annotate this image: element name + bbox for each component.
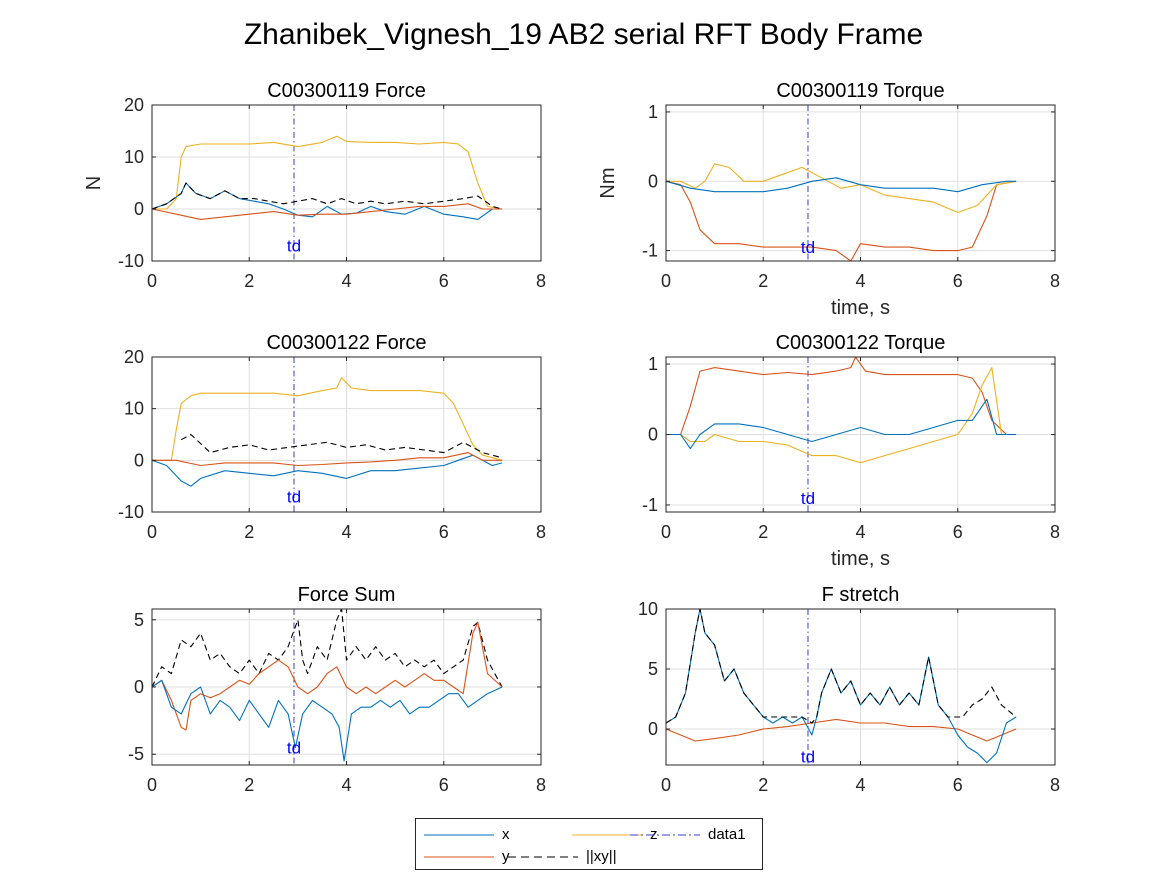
y-tick-label: 0 xyxy=(134,677,144,697)
x-tick-label: 0 xyxy=(661,522,671,542)
x-tick-label: 2 xyxy=(758,271,768,291)
y-tick-label: 20 xyxy=(124,95,144,115)
y-tick-label: 0 xyxy=(134,199,144,219)
x-tick-label: 2 xyxy=(758,775,768,795)
chart-title: C00300119 Torque xyxy=(776,80,944,102)
y-tick-label: -10 xyxy=(118,502,144,522)
series-line-x xyxy=(152,182,503,220)
x-tick-label: 2 xyxy=(244,271,254,291)
x-tick-label: 4 xyxy=(341,775,351,795)
x-axis-label: time, s xyxy=(831,297,890,319)
y-tick-label: 20 xyxy=(124,347,144,367)
legend-label-y: y xyxy=(502,848,510,865)
series-line-x xyxy=(666,398,1017,450)
legend-label-xy: ||xy|| xyxy=(586,848,617,865)
series-line-xy xyxy=(666,609,1017,724)
x-tick-label: 8 xyxy=(1050,522,1060,542)
series-line-xy xyxy=(152,182,503,210)
y-tick-label: 1 xyxy=(648,102,658,122)
x-tick-label: 4 xyxy=(341,522,351,542)
td-label: td xyxy=(287,236,301,255)
x-tick-label: 2 xyxy=(244,775,254,795)
chart-title: Force Sum xyxy=(298,584,396,606)
chart-title: C00300119 Force xyxy=(267,80,426,102)
y-tick-label: 0 xyxy=(134,450,144,470)
y-tick-label: 10 xyxy=(638,599,658,619)
x-tick-label: 0 xyxy=(661,775,671,795)
td-label: td xyxy=(801,238,815,257)
legend-label-x: x xyxy=(502,826,510,843)
y-tick-label: -5 xyxy=(128,744,144,764)
series-line-z xyxy=(152,377,503,461)
x-tick-label: 8 xyxy=(536,775,546,795)
td-label: td xyxy=(801,489,815,508)
x-tick-label: 0 xyxy=(147,775,157,795)
series-line-xy xyxy=(180,433,503,459)
y-tick-label: 0 xyxy=(648,719,658,739)
y-tick-label: -10 xyxy=(118,251,144,271)
series-line-x xyxy=(152,679,503,762)
y-tick-label: 0 xyxy=(648,171,658,191)
x-tick-label: 2 xyxy=(758,522,768,542)
y-tick-label: -1 xyxy=(642,241,658,261)
series-line-z xyxy=(666,367,1017,464)
legend-label-data1: data1 xyxy=(708,826,746,843)
series-line-y xyxy=(666,718,1017,742)
x-tick-label: 4 xyxy=(855,522,865,542)
series-line-y xyxy=(666,180,1017,261)
x-tick-label: 4 xyxy=(341,271,351,291)
figure-title: Zhanibek_Vignesh_19 AB2 serial RFT Body … xyxy=(243,18,924,51)
x-tick-label: 6 xyxy=(439,271,449,291)
x-tick-label: 4 xyxy=(855,775,865,795)
y-axis-label: N xyxy=(83,176,105,190)
series-line-y xyxy=(152,452,503,467)
x-tick-label: 8 xyxy=(536,522,546,542)
series-line-z xyxy=(666,163,1017,214)
td-label: td xyxy=(801,748,815,767)
series-line-y xyxy=(152,203,503,220)
x-tick-label: 4 xyxy=(855,271,865,291)
x-axis-label: time, s xyxy=(831,548,890,570)
legend: x z data1 y ||xy|| xyxy=(415,818,763,870)
x-tick-label: 6 xyxy=(953,522,963,542)
x-tick-label: 6 xyxy=(953,775,963,795)
series-line-xy xyxy=(152,609,503,688)
chart-title: C00300122 Force xyxy=(266,332,426,354)
x-tick-label: 6 xyxy=(953,271,963,291)
chart-panel-6: td 0 2 4 6 8 0 5 10 F stretch xyxy=(638,584,1060,795)
chart-title: C00300122 Torque xyxy=(776,332,946,354)
x-tick-label: 0 xyxy=(661,271,671,291)
y-axis-label: Nm xyxy=(597,167,619,198)
x-tick-label: 6 xyxy=(439,775,449,795)
series-line-x xyxy=(152,454,503,487)
y-tick-label: -1 xyxy=(642,495,658,515)
td-label: td xyxy=(287,739,301,758)
y-tick-label: 10 xyxy=(124,147,144,167)
x-tick-label: 8 xyxy=(1050,775,1060,795)
y-tick-label: 1 xyxy=(648,354,658,374)
td-label: td xyxy=(287,488,301,507)
y-tick-label: 10 xyxy=(124,399,144,419)
series-line-z xyxy=(152,135,503,210)
series-line-y xyxy=(152,621,503,731)
series-line-y xyxy=(666,357,1017,436)
x-tick-label: 6 xyxy=(439,522,449,542)
x-tick-label: 0 xyxy=(147,271,157,291)
y-tick-label: 5 xyxy=(134,610,144,630)
y-tick-label: 5 xyxy=(648,659,658,679)
series-line-x xyxy=(666,177,1017,193)
x-tick-label: 2 xyxy=(244,522,254,542)
y-tick-label: 0 xyxy=(648,425,658,445)
x-tick-label: 8 xyxy=(536,271,546,291)
x-tick-label: 8 xyxy=(1050,271,1060,291)
chart-title: F stretch xyxy=(822,584,900,606)
x-tick-label: 0 xyxy=(147,522,157,542)
